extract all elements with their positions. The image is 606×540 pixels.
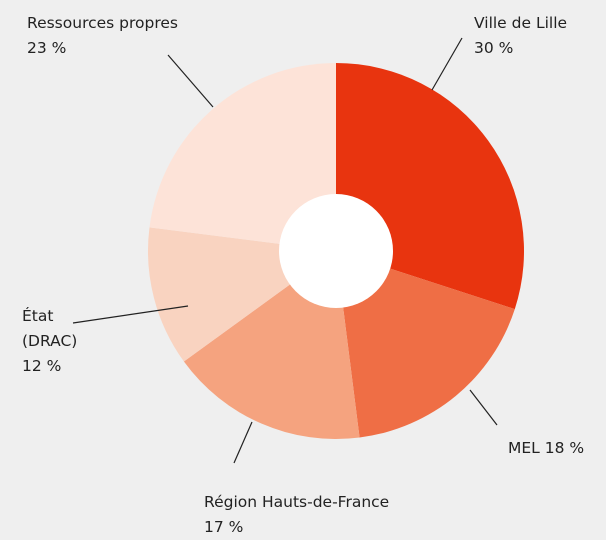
leader-line (431, 37, 463, 91)
leader-line (233, 421, 253, 464)
slice-label: Région Hauts-de-France 17 % (204, 490, 389, 540)
leader-line (72, 305, 189, 324)
value-label: 18 % (544, 439, 585, 457)
category-label: Ressources propres (27, 14, 178, 32)
category-label: Région Hauts-de-France (204, 493, 390, 511)
slice-label: MEL 18 % (508, 436, 584, 461)
slice-label: Ville de Lille 30 % (474, 11, 567, 61)
category-label: Ville de Lille (474, 14, 568, 32)
slice-label: État (DRAC) 12 % (22, 304, 84, 379)
value-label: 12 % (22, 357, 62, 375)
value-label: 30 % (474, 39, 514, 57)
slice (149, 63, 336, 251)
slice-label: Ressources propres 23 % (27, 11, 178, 61)
value-label: 17 % (204, 518, 244, 536)
slice (336, 251, 515, 438)
leader-line (167, 54, 214, 108)
donut-hole (279, 194, 393, 308)
category-label: État (DRAC) (22, 307, 78, 350)
leader-line (469, 389, 498, 426)
value-label: 23 % (27, 39, 67, 57)
category-label: MEL (508, 439, 540, 457)
